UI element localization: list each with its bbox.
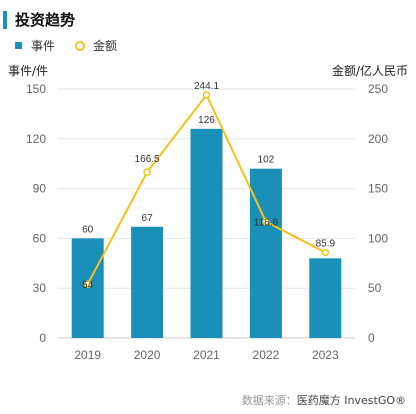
legend-bar-label: 事件 — [31, 39, 55, 53]
bar — [190, 128, 223, 338]
bar — [309, 258, 342, 338]
x-tick-label: 2019 — [74, 348, 101, 362]
bar-value-label: 102 — [258, 155, 275, 166]
bar-value-label: 60 — [82, 224, 94, 235]
y-right-tick-label: 150 — [368, 182, 388, 196]
bar-value-label: 67 — [142, 213, 154, 224]
chart-title: 投资趋势 — [15, 12, 76, 29]
legend-line-label: 金额 — [93, 38, 117, 53]
y-left-tick-label: 90 — [33, 182, 47, 196]
line-value-label: 85.9 — [316, 238, 336, 249]
line-point — [83, 280, 92, 288]
line-value-label: 166.5 — [135, 154, 160, 165]
title-accent-bar — [3, 11, 7, 29]
y-left-axis-label: 事件/件 — [8, 64, 48, 78]
data-source: 数据来源：医药魔方 InvestGO® — [242, 392, 406, 408]
x-tick-label: 2023 — [312, 348, 339, 362]
y-right-tick-label: 50 — [368, 281, 382, 295]
line-point — [262, 217, 270, 226]
legend-line-marker — [75, 41, 85, 51]
y-left-tick-label: 0 — [39, 331, 46, 345]
x-tick-label: 2021 — [193, 348, 220, 362]
line-value-label: 116.8 — [254, 218, 279, 229]
y-right-axis-label: 金额/亿人民币 — [332, 63, 408, 78]
y-left-tick-label: 120 — [26, 132, 46, 146]
bar — [131, 226, 164, 338]
y-right-tick-label: 0 — [368, 331, 375, 345]
y-left-tick-label: 60 — [33, 231, 47, 245]
y-right-tick-label: 250 — [368, 82, 388, 96]
y-left-tick-label: 150 — [26, 82, 46, 96]
bar — [249, 168, 282, 338]
y-right-tick-label: 200 — [368, 132, 388, 146]
line-value-label: 54 — [82, 280, 94, 291]
line-point — [321, 248, 330, 257]
line-point — [143, 168, 151, 176]
source-name: 医药魔方 InvestGO® — [296, 394, 406, 407]
source-prefix: 数据来源： — [241, 394, 297, 407]
legend-bar-swatch — [15, 42, 22, 49]
line-point — [202, 91, 211, 99]
y-left-tick-label: 30 — [33, 281, 47, 295]
x-tick-label: 2020 — [134, 348, 161, 362]
bar-value-label: 126 — [198, 115, 215, 126]
bar — [71, 238, 104, 338]
line-value-label: 244.1 — [194, 81, 219, 92]
x-tick-label: 2022 — [253, 348, 280, 362]
y-right-tick-label: 100 — [368, 231, 388, 245]
